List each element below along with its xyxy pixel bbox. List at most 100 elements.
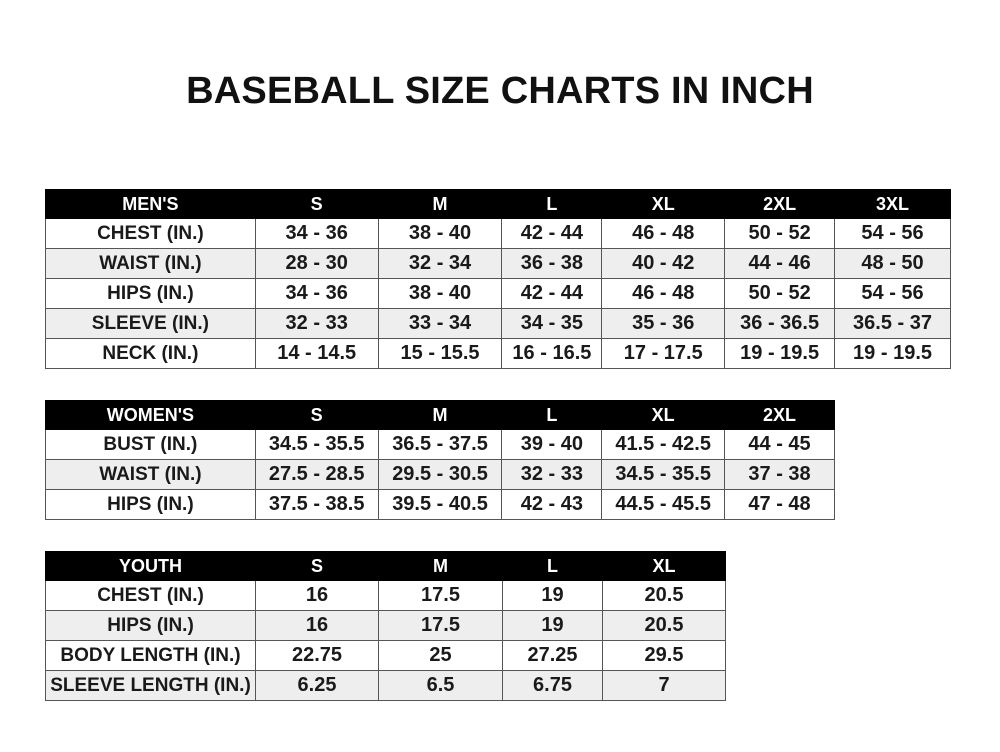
size-value-cell: 39 - 40 [501,429,603,460]
size-column-header: XL [601,400,726,430]
table-row: HIPS (IN.) 37.5 - 38.5 39.5 - 40.5 42 - 43 4… [45,489,835,520]
size-value-cell: 46 - 48 [601,278,726,309]
size-value-cell: 50 - 52 [724,278,836,309]
size-value-cell: 6.5 [378,670,503,701]
table-header-row: YOUTH S M L XL [45,551,726,581]
measurement-label: BUST (IN.) [45,429,256,460]
size-column-header: S [254,400,379,430]
size-value-cell: 7 [602,670,726,701]
size-value-cell: 15 - 15.5 [377,338,503,369]
size-value-cell: 16 [255,580,379,611]
size-column-header: XL [601,189,726,219]
size-value-cell: 48 - 50 [834,248,951,279]
size-value-cell: 34 - 36 [254,218,379,249]
size-value-cell: 36.5 - 37 [834,308,951,339]
size-value-cell: 37.5 - 38.5 [254,489,379,520]
table-category-header: MEN'S [45,189,256,219]
size-value-cell: 38 - 40 [377,278,503,309]
size-value-cell: 35 - 36 [601,308,726,339]
size-value-cell: 40 - 42 [601,248,726,279]
size-value-cell: 50 - 52 [724,218,836,249]
table-row: NECK (IN.) 14 - 14.5 15 - 15.5 16 - 16.5 17 … [45,338,951,369]
measurement-label: HIPS (IN.) [45,278,256,309]
size-value-cell: 39.5 - 40.5 [377,489,503,520]
size-column-header: M [377,189,503,219]
size-value-cell: 16 - 16.5 [501,338,603,369]
mens-size-table: MEN'S S M L XL 2XL 3XL CHEST (IN.) 34 - 36 38 - 4… [45,189,951,369]
table-row: WAIST (IN.) 27.5 - 28.5 29.5 - 30.5 32 - 33… [45,459,835,490]
size-column-header: L [502,551,603,581]
size-value-cell: 34 - 35 [501,308,603,339]
size-value-cell: 54 - 56 [834,278,951,309]
size-value-cell: 46 - 48 [601,218,726,249]
table-category-header: YOUTH [45,551,256,581]
size-value-cell: 22.75 [255,640,379,671]
table-row: HIPS (IN.) 34 - 36 38 - 40 42 - 44 46 - 48 50… [45,278,951,309]
measurement-label: HIPS (IN.) [45,610,256,641]
size-value-cell: 33 - 34 [377,308,503,339]
size-value-cell: 25 [378,640,503,671]
table-category-header: WOMEN'S [45,400,256,430]
youth-size-table: YOUTH S M L XL CHEST (IN.) 16 17.5 19 20.5 HIPS (I… [45,551,726,701]
size-value-cell: 6.75 [502,670,603,701]
size-column-header: L [501,189,603,219]
size-column-header: S [255,551,379,581]
size-column-header: 3XL [834,189,951,219]
size-value-cell: 36 - 38 [501,248,603,279]
size-column-header: XL [602,551,726,581]
size-value-cell: 34.5 - 35.5 [254,429,379,460]
size-value-cell: 54 - 56 [834,218,951,249]
size-value-cell: 19 [502,580,603,611]
size-value-cell: 32 - 34 [377,248,503,279]
size-value-cell: 44 - 46 [724,248,836,279]
size-value-cell: 28 - 30 [254,248,379,279]
size-value-cell: 34 - 36 [254,278,379,309]
table-row: SLEEVE (IN.) 32 - 33 33 - 34 34 - 35 35 - 36… [45,308,951,339]
size-column-header: M [378,551,503,581]
size-value-cell: 41.5 - 42.5 [601,429,726,460]
size-value-cell: 44 - 45 [724,429,835,460]
size-value-cell: 37 - 38 [724,459,835,490]
size-column-header: 2XL [724,189,836,219]
size-value-cell: 47 - 48 [724,489,835,520]
size-column-header: M [377,400,503,430]
measurement-label: CHEST (IN.) [45,218,256,249]
table-row: SLEEVE LENGTH (IN.) 6.25 6.5 6.75 7 [45,670,726,701]
measurement-label: WAIST (IN.) [45,459,256,490]
table-row: BUST (IN.) 34.5 - 35.5 36.5 - 37.5 39 - 40 4… [45,429,835,460]
size-value-cell: 17.5 [378,610,503,641]
size-column-header: L [501,400,603,430]
page-title: BASEBALL SIZE CHARTS IN INCH [186,70,814,112]
table-header-row: WOMEN'S S M L XL 2XL [45,400,835,430]
size-value-cell: 20.5 [602,580,726,611]
size-value-cell: 38 - 40 [377,218,503,249]
size-value-cell: 36 - 36.5 [724,308,836,339]
size-value-cell: 14 - 14.5 [254,338,379,369]
size-value-cell: 32 - 33 [254,308,379,339]
size-value-cell: 44.5 - 45.5 [601,489,726,520]
table-row: CHEST (IN.) 34 - 36 38 - 40 42 - 44 46 - 48 5… [45,218,951,249]
table-row: CHEST (IN.) 16 17.5 19 20.5 [45,580,726,611]
measurement-label: BODY LENGTH (IN.) [45,640,256,671]
size-value-cell: 16 [255,610,379,641]
measurement-label: NECK (IN.) [45,338,256,369]
size-column-header: 2XL [724,400,835,430]
size-value-cell: 20.5 [602,610,726,641]
size-value-cell: 19 [502,610,603,641]
table-row: HIPS (IN.) 16 17.5 19 20.5 [45,610,726,641]
table-row: BODY LENGTH (IN.) 22.75 25 27.25 29.5 [45,640,726,671]
measurement-label: WAIST (IN.) [45,248,256,279]
table-row: WAIST (IN.) 28 - 30 32 - 34 36 - 38 40 - 42 4… [45,248,951,279]
table-header-row: MEN'S S M L XL 2XL 3XL [45,189,951,219]
size-value-cell: 29.5 - 30.5 [377,459,503,490]
measurement-label: SLEEVE LENGTH (IN.) [45,670,256,701]
size-value-cell: 36.5 - 37.5 [377,429,503,460]
size-value-cell: 42 - 44 [501,218,603,249]
size-value-cell: 29.5 [602,640,726,671]
womens-size-table: WOMEN'S S M L XL 2XL BUST (IN.) 34.5 - 35.5 36.5… [45,400,835,520]
size-value-cell: 17 - 17.5 [601,338,726,369]
size-value-cell: 42 - 43 [501,489,603,520]
size-value-cell: 42 - 44 [501,278,603,309]
size-value-cell: 27.25 [502,640,603,671]
size-value-cell: 6.25 [255,670,379,701]
